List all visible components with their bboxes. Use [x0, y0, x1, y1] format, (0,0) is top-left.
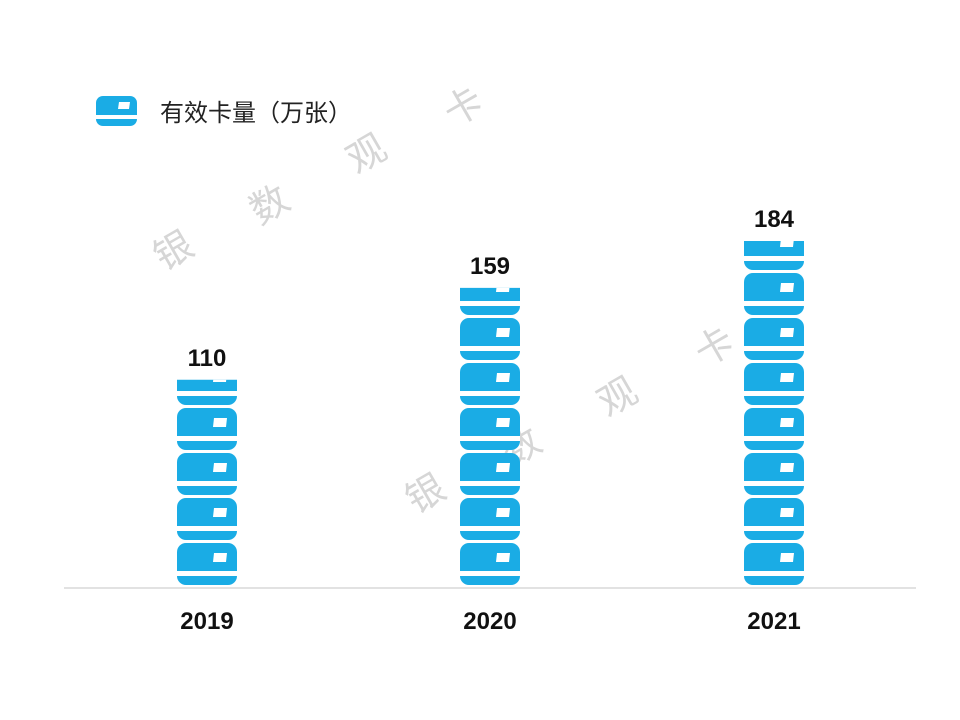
bank-card-icon [96, 96, 137, 126]
x-axis-tick-labels: 2019 2020 2021 [180, 608, 800, 635]
watermark-char: 观 [590, 368, 645, 425]
data-label: 159 [470, 253, 510, 280]
data-label: 184 [754, 206, 795, 233]
bar-2021 [744, 241, 804, 585]
bar-card-segment [460, 287, 520, 315]
bar-card-segment [744, 241, 804, 270]
bar-card-segment [177, 453, 237, 495]
legend: 有效卡量（万张） [96, 96, 352, 127]
watermark-char: 卡 [687, 318, 742, 375]
watermark-char: 观 [339, 125, 394, 182]
bar-card-segment [744, 318, 804, 360]
bar-2020 [460, 287, 520, 585]
bar-2019 [177, 379, 237, 585]
bar-card-segment [177, 498, 237, 540]
x-tick-label: 2019 [180, 608, 233, 635]
bar-card-segment [460, 363, 520, 405]
bar-card-segment [177, 543, 237, 585]
bar-card-segment [744, 408, 804, 450]
watermark-char: 银 [146, 222, 201, 279]
watermark-char: 数 [242, 176, 297, 233]
x-tick-label: 2021 [747, 608, 800, 635]
bar-card-segment [460, 498, 520, 540]
legend-label: 有效卡量（万张） [160, 99, 352, 127]
bar-card-segment [177, 379, 237, 405]
watermark-char: 银 [398, 465, 453, 522]
bar-card-segment [744, 453, 804, 495]
watermark: 银 数 观 卡 银 数 观 卡 [146, 78, 742, 522]
bars [177, 241, 804, 585]
bar-card-segment [460, 543, 520, 585]
value-labels: 110 159 184 [188, 206, 795, 372]
bar-card-segment [744, 543, 804, 585]
x-tick-label: 2020 [463, 608, 516, 635]
bar-card-segment [460, 408, 520, 450]
bar-card-segment [744, 498, 804, 540]
watermark-char: 卡 [436, 78, 491, 135]
bar-card-segment [744, 363, 804, 405]
bar-card-segment [744, 273, 804, 315]
data-label: 110 [188, 345, 227, 372]
bar-card-segment [460, 453, 520, 495]
bar-card-segment [460, 318, 520, 360]
bar-card-segment [177, 408, 237, 450]
